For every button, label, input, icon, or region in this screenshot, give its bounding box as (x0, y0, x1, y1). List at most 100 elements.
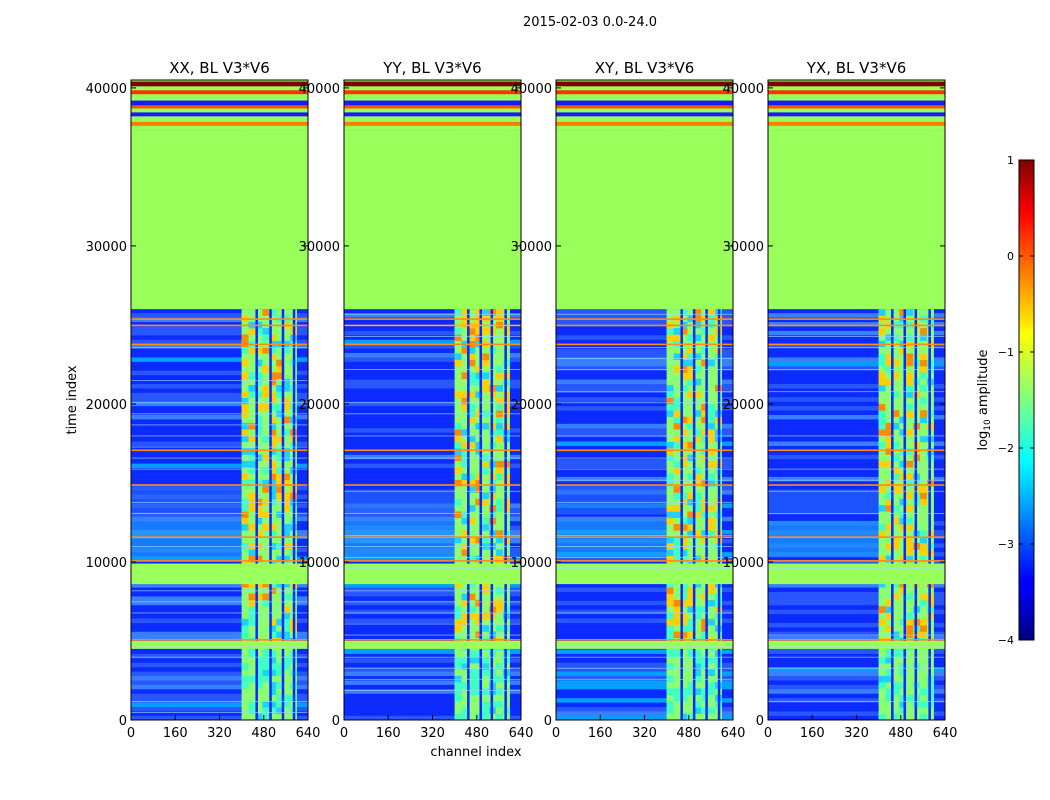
band-speckle (241, 631, 249, 639)
noise-line (344, 590, 521, 592)
band-speckle (892, 473, 900, 481)
band-speckle (708, 473, 716, 481)
band-speckle (708, 410, 716, 417)
band-speckle (666, 334, 674, 342)
noise-row (131, 662, 308, 668)
band-speckle (276, 511, 284, 519)
noise-row (556, 450, 733, 455)
band-speckle (496, 397, 504, 405)
band-speckle (701, 625, 709, 632)
noise-row (556, 556, 733, 562)
x-tick-label: 320 (420, 726, 445, 741)
band-speckle (673, 511, 681, 519)
band-speckle (892, 359, 900, 367)
band-speckle (482, 384, 490, 392)
noise-row (131, 419, 308, 424)
band-speckle (906, 625, 914, 632)
noise-row (556, 357, 733, 362)
flagged-rows (768, 80, 945, 702)
noise-row (344, 693, 521, 699)
band-speckle (694, 612, 702, 620)
noise-line (556, 358, 733, 359)
y-tick-label: 40000 (511, 82, 552, 97)
band-speckle (920, 384, 928, 392)
band-speckle (241, 422, 249, 430)
orange-line (556, 639, 733, 641)
y-ticks: 0 10000 20000 30000 40000 (299, 82, 521, 729)
band-speckle (468, 593, 476, 601)
noise-row (768, 481, 945, 486)
noise-row (344, 582, 521, 588)
noise-row (768, 379, 945, 385)
noise-row (344, 326, 521, 331)
orange-line (344, 449, 521, 452)
flagged-block (556, 130, 733, 310)
band-speckle (885, 612, 893, 620)
band-gap (717, 309, 721, 720)
band-speckle (666, 587, 674, 594)
band-speckle (482, 372, 490, 379)
band-speckle (680, 492, 688, 500)
band-speckle (475, 309, 483, 316)
noise-line (768, 347, 945, 348)
band-speckle (885, 669, 893, 677)
band-speckle (255, 359, 263, 367)
noise-row (344, 427, 521, 433)
band-speckle (899, 555, 907, 563)
noise-row (344, 330, 521, 336)
band-speckle (248, 580, 256, 588)
noise-row (768, 587, 945, 592)
band-speckle (680, 372, 688, 379)
band-speckle (248, 675, 256, 683)
orange-line (768, 449, 945, 452)
band-speckle (899, 580, 907, 588)
top-stripe (768, 90, 945, 95)
noise-row (131, 392, 308, 398)
noise-row (768, 441, 945, 446)
band-speckle (878, 618, 886, 626)
band-speckle (666, 593, 674, 601)
band-gap (891, 309, 894, 720)
y-tick-label: 10000 (723, 556, 764, 571)
noise-row (131, 370, 308, 376)
noise-line (768, 645, 945, 647)
band-speckle (496, 530, 504, 537)
top-stripe (344, 121, 521, 126)
band-speckle (878, 524, 886, 531)
band-speckle (687, 631, 695, 639)
band-gap (692, 309, 696, 720)
band-speckle (454, 682, 462, 689)
band-speckle (276, 492, 284, 500)
band-speckle (454, 359, 462, 367)
noise-row (131, 414, 308, 420)
band-speckle (920, 713, 928, 721)
band-speckle (666, 701, 674, 708)
band-speckle (454, 429, 462, 436)
noise-row (131, 481, 308, 486)
band-speckle (255, 555, 263, 563)
noise-row (131, 312, 308, 318)
band-speckle (885, 429, 893, 436)
noise-row (556, 627, 733, 632)
noise-row (344, 671, 521, 677)
noise-row (131, 604, 308, 610)
noise-line (344, 612, 521, 614)
band-speckle (262, 663, 270, 670)
band-speckle (694, 429, 702, 436)
noise-line (344, 623, 521, 625)
band-speckle (701, 656, 709, 664)
band-speckle (885, 606, 893, 613)
noise-row (344, 396, 521, 402)
band-speckle (899, 498, 907, 506)
band-speckle (255, 530, 263, 537)
noise-line (131, 656, 308, 658)
noise-line (556, 435, 733, 437)
band-speckle (262, 656, 270, 664)
noise-row (768, 613, 945, 619)
noise-row (556, 680, 733, 685)
band-speckle (269, 631, 277, 639)
noise-row (556, 485, 733, 491)
y-ticks: 0 10000 20000 30000 40000 (511, 82, 733, 729)
band-speckle (248, 391, 256, 398)
band-speckle (878, 403, 886, 411)
